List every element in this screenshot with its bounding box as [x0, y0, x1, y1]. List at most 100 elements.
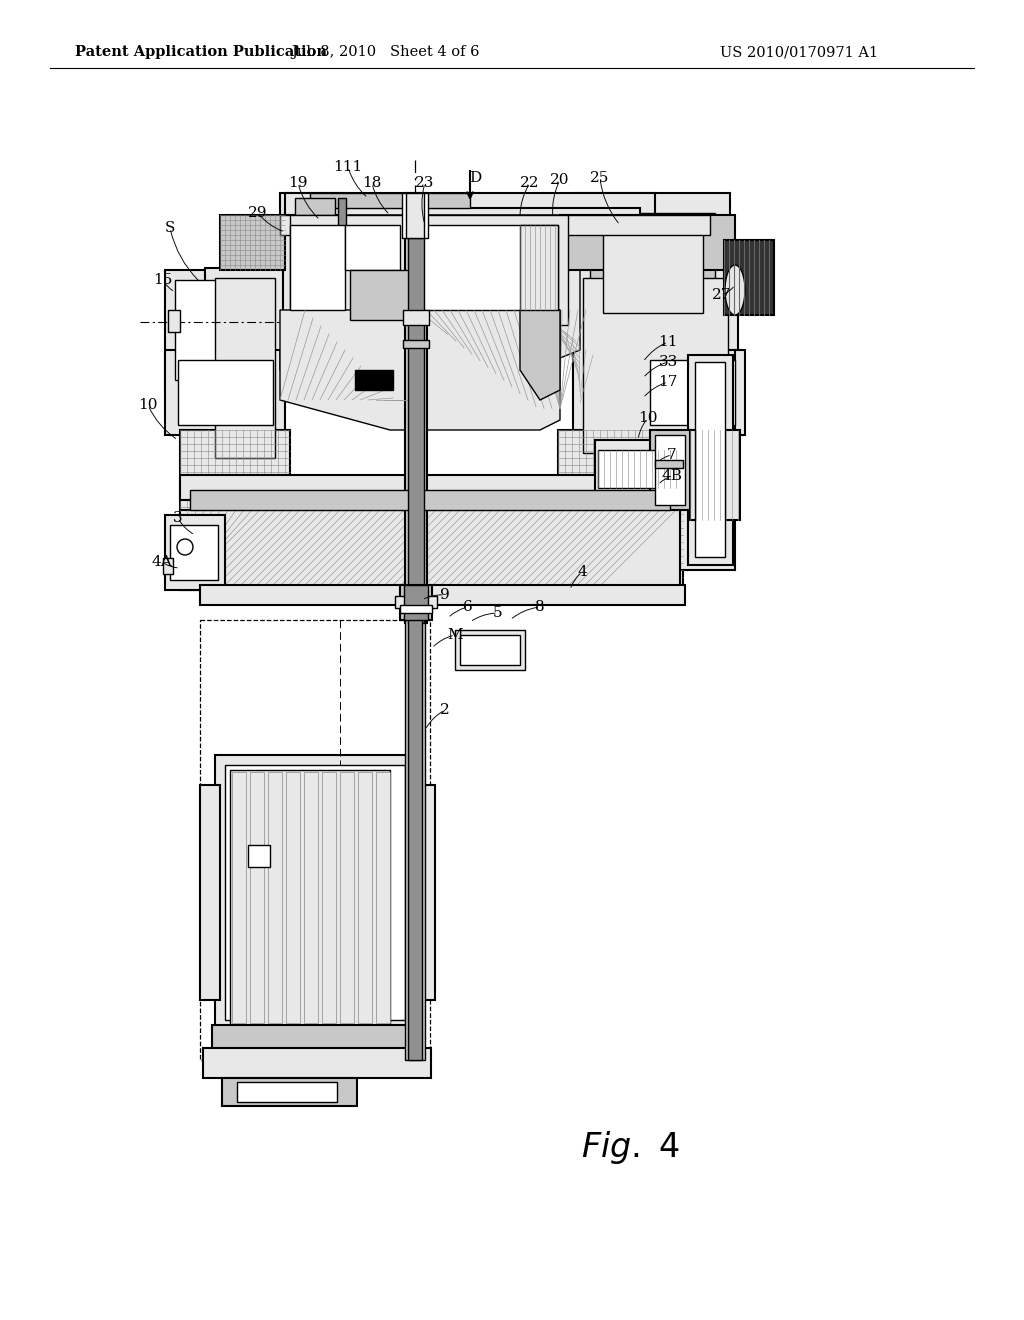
- Bar: [418, 224, 558, 310]
- Circle shape: [177, 539, 193, 554]
- Bar: [595, 440, 685, 495]
- Text: 20: 20: [550, 173, 569, 187]
- Bar: [400, 585, 432, 620]
- Bar: [345, 209, 640, 236]
- Bar: [222, 1078, 357, 1106]
- Bar: [200, 620, 430, 1060]
- Text: Patent Application Publication: Patent Application Publication: [75, 45, 327, 59]
- Bar: [230, 770, 390, 1026]
- Bar: [163, 558, 173, 574]
- Bar: [404, 585, 428, 620]
- Bar: [225, 766, 406, 1020]
- Bar: [406, 605, 425, 1060]
- Bar: [603, 223, 703, 313]
- Text: 3: 3: [173, 511, 183, 525]
- Polygon shape: [280, 310, 418, 430]
- Bar: [248, 845, 270, 867]
- Bar: [402, 193, 428, 238]
- Text: 10: 10: [638, 411, 657, 425]
- Bar: [598, 450, 680, 488]
- Polygon shape: [520, 310, 560, 400]
- Bar: [690, 360, 730, 560]
- Bar: [688, 355, 733, 565]
- Bar: [280, 215, 710, 235]
- Text: D: D: [469, 172, 481, 185]
- Text: 17: 17: [658, 375, 678, 389]
- Bar: [205, 268, 283, 469]
- Bar: [286, 772, 300, 1023]
- Text: 6: 6: [463, 601, 473, 614]
- Text: 27: 27: [713, 288, 732, 302]
- Polygon shape: [280, 215, 418, 370]
- Bar: [170, 525, 218, 579]
- Bar: [190, 490, 670, 510]
- Bar: [285, 193, 655, 215]
- Bar: [680, 350, 735, 570]
- Polygon shape: [418, 310, 560, 430]
- Text: 2: 2: [440, 704, 450, 717]
- Text: Jul. 8, 2010   Sheet 4 of 6: Jul. 8, 2010 Sheet 4 of 6: [291, 45, 479, 59]
- Text: 33: 33: [658, 355, 678, 370]
- Bar: [724, 240, 774, 315]
- Bar: [655, 436, 685, 506]
- Bar: [350, 271, 410, 319]
- Bar: [232, 772, 246, 1023]
- Bar: [655, 459, 683, 469]
- Text: US 2010/0170971 A1: US 2010/0170971 A1: [720, 45, 879, 59]
- Bar: [590, 213, 715, 333]
- Bar: [180, 475, 680, 500]
- Bar: [460, 635, 520, 665]
- Bar: [575, 193, 730, 348]
- Bar: [178, 360, 273, 425]
- Bar: [200, 785, 220, 1001]
- Polygon shape: [355, 370, 393, 389]
- Bar: [406, 193, 427, 623]
- Bar: [418, 215, 568, 325]
- Bar: [520, 224, 558, 310]
- Bar: [358, 772, 372, 1023]
- Text: S: S: [165, 220, 175, 235]
- Text: 4A: 4A: [152, 554, 172, 569]
- Bar: [322, 772, 336, 1023]
- Bar: [290, 215, 406, 325]
- Bar: [175, 280, 250, 380]
- Bar: [168, 310, 180, 333]
- Bar: [165, 350, 285, 436]
- Bar: [640, 350, 745, 436]
- Text: 11: 11: [658, 335, 678, 348]
- Bar: [690, 430, 740, 520]
- Bar: [304, 772, 318, 1023]
- Ellipse shape: [725, 265, 745, 315]
- Bar: [395, 597, 437, 609]
- Text: 25: 25: [590, 172, 609, 185]
- Text: 7: 7: [668, 447, 677, 462]
- Bar: [400, 605, 432, 612]
- Bar: [695, 362, 725, 557]
- Text: 4B: 4B: [662, 469, 682, 483]
- Text: 8: 8: [536, 601, 545, 614]
- Bar: [250, 772, 264, 1023]
- Bar: [215, 755, 415, 1030]
- Bar: [345, 224, 400, 271]
- Bar: [310, 193, 470, 209]
- Bar: [650, 360, 735, 425]
- Text: 5: 5: [494, 606, 503, 620]
- Bar: [406, 193, 424, 238]
- Text: 9: 9: [440, 587, 450, 602]
- Bar: [268, 772, 282, 1023]
- Text: 22: 22: [520, 176, 540, 190]
- Bar: [165, 271, 260, 389]
- Bar: [560, 215, 735, 271]
- Text: 29: 29: [248, 206, 267, 220]
- Bar: [413, 785, 435, 1001]
- Bar: [180, 510, 680, 590]
- Bar: [558, 430, 683, 595]
- Bar: [165, 515, 225, 590]
- Bar: [203, 1048, 431, 1078]
- Bar: [376, 772, 390, 1023]
- Bar: [573, 268, 738, 469]
- Bar: [355, 370, 393, 389]
- Text: 15: 15: [154, 273, 173, 286]
- Text: 10: 10: [138, 399, 158, 412]
- Bar: [403, 341, 429, 348]
